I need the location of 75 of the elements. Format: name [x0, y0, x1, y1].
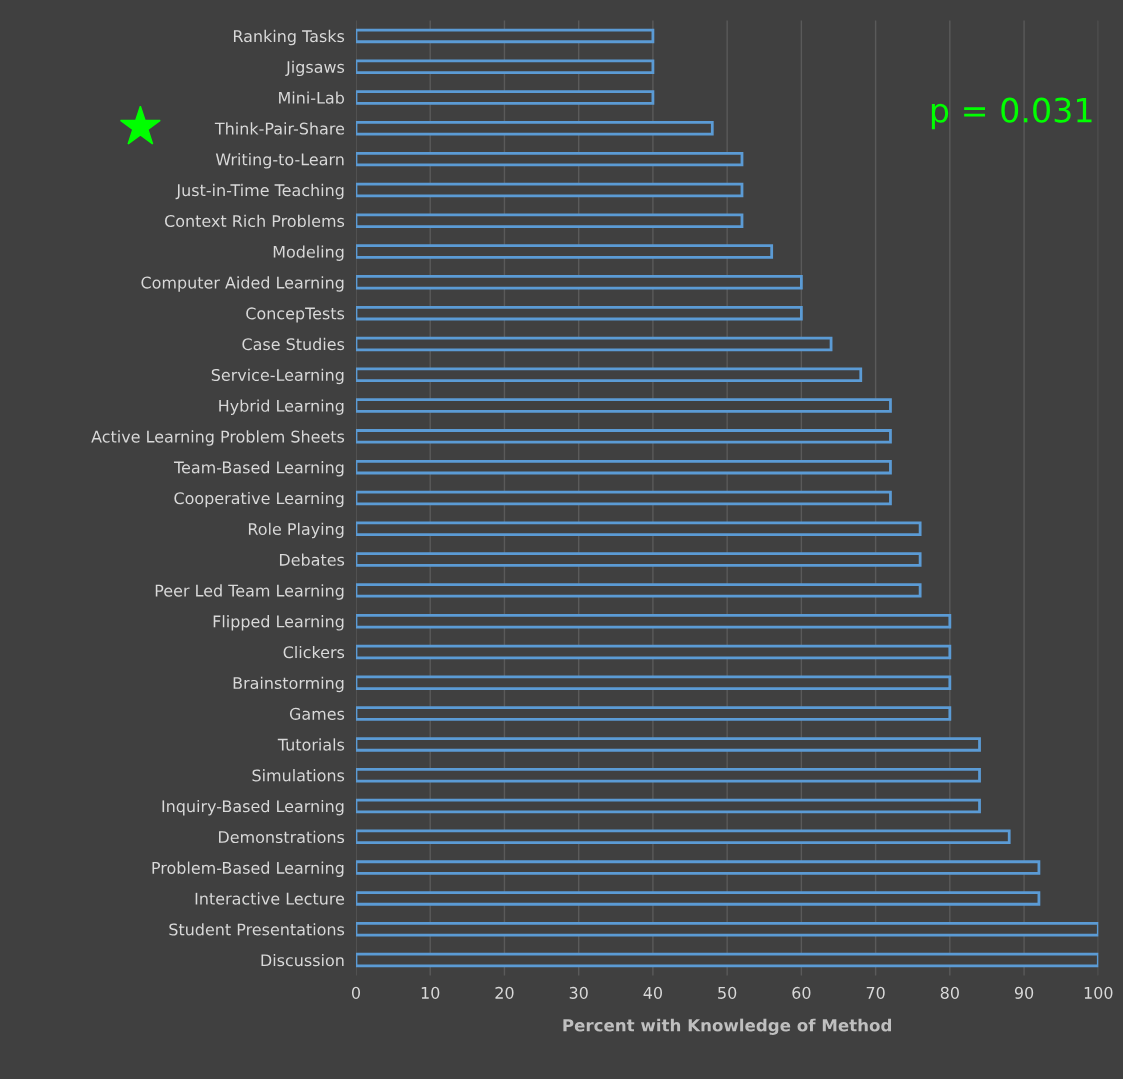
y-tick-label: Just-in-Time Teaching	[175, 183, 344, 200]
bar	[355, 583, 922, 598]
bar	[355, 860, 1041, 875]
bar	[355, 798, 981, 814]
x-tick-label: 60	[792, 986, 811, 999]
x-tick-label: 80	[940, 986, 959, 999]
y-tick-label: Role Playing	[248, 522, 344, 539]
bar	[355, 305, 803, 321]
y-tick-label: Problem-Based Learning	[152, 861, 344, 877]
y-tick-label: Active Learning Problem Sheets	[91, 430, 345, 446]
y-tick-label: Service-Learning	[211, 368, 344, 385]
y-tick-label: ConcepTests	[246, 307, 345, 323]
x-tick-label: 10	[421, 986, 440, 999]
x-tick-label: 50	[718, 986, 737, 999]
x-tick-label: 90	[1014, 986, 1034, 999]
y-tick-label: Computer Aided Learning	[141, 276, 344, 292]
bar	[355, 921, 1099, 937]
bar	[355, 398, 892, 413]
annotation: p = 0.031	[931, 97, 1092, 130]
bar	[355, 706, 952, 721]
y-tick-label: Ranking Tasks	[233, 29, 345, 46]
bar	[355, 59, 655, 74]
x-tick-label: 40	[643, 986, 663, 999]
bar	[355, 552, 922, 567]
bar	[355, 675, 952, 691]
y-tick-label: Clickers	[283, 645, 345, 659]
y-tick-label: Flipped Learning	[213, 615, 344, 631]
y-tick-label: Modeling	[273, 245, 344, 261]
y-tick-label: Case Studies	[242, 337, 345, 351]
y-tick-label: Cooperative Learning	[174, 491, 344, 508]
y-tick-label: Simulations	[252, 769, 345, 782]
bar	[355, 367, 863, 382]
bar	[355, 490, 892, 506]
y-tick-label: Context Rich Problems	[165, 214, 345, 228]
y-tick-label: Writing-to-Learn	[215, 153, 344, 169]
bar	[355, 151, 744, 167]
x-tick-label: 30	[569, 986, 588, 999]
x-tick-label: 20	[495, 986, 514, 999]
bar	[355, 613, 952, 629]
bar	[355, 829, 1011, 845]
y-tick-label: Jigsaws	[285, 60, 345, 77]
y-tick-label: Peer Led Team Learning	[155, 584, 344, 600]
y-tick-label: Hybrid Learning	[219, 399, 344, 415]
y-tick-label: Interactive Lecture	[195, 892, 345, 905]
y-tick-label: Mini-Lab	[279, 91, 345, 104]
bar	[355, 275, 803, 290]
y-tick-label: Discussion	[261, 953, 344, 967]
y-tick-label: Games	[289, 707, 345, 720]
x-axis-title: Percent with Knowledge of Method	[563, 1018, 891, 1035]
y-tick-label: Inquiry-Based Learning	[162, 799, 344, 816]
y-tick-label: Tutorials	[277, 738, 345, 751]
bar	[355, 336, 833, 352]
y-tick-label: Debates	[279, 553, 345, 566]
bar	[355, 182, 744, 198]
y-tick-label: Demonstrations	[219, 830, 345, 844]
bar	[355, 891, 1041, 906]
y-tick-label: Student Presentations	[169, 923, 345, 936]
bar	[355, 28, 655, 44]
bar	[355, 521, 922, 536]
x-tick-label: 100	[1084, 986, 1113, 999]
bar	[355, 459, 892, 475]
bar	[355, 121, 714, 136]
bar	[355, 429, 892, 444]
bar	[355, 952, 1099, 968]
y-tick-label: Think-Pair-Share	[214, 122, 345, 135]
x-tick-label: 0	[351, 986, 361, 999]
bar	[355, 737, 981, 752]
bar	[355, 767, 981, 783]
bar	[355, 244, 774, 259]
y-tick-label: Team-Based Learning	[173, 461, 344, 477]
y-tick-label: Brainstorming	[233, 676, 344, 693]
bar	[355, 644, 952, 660]
bar	[355, 90, 655, 105]
x-tick-label: 70	[866, 986, 885, 999]
bar	[355, 213, 744, 228]
